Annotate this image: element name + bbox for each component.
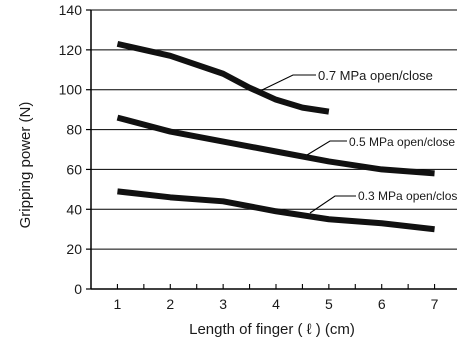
y-tick-label-40: 40 <box>66 201 82 217</box>
series-lines <box>116 40 435 233</box>
series-label-2: 0.3 MPa open/close <box>358 189 457 203</box>
series-label-1: 0.5 MPa open/close <box>349 135 455 149</box>
y-tick-label-100: 100 <box>59 82 83 98</box>
tick-labels: 0 20 40 60 80 100 120 140 1 2 3 4 5 6 7 <box>59 2 439 312</box>
y-tick-label-80: 80 <box>66 122 82 138</box>
series-leader-0 <box>261 74 316 91</box>
series-leader-1 <box>306 140 347 156</box>
x-axis-title: Length of finger ( ℓ ) (cm) <box>189 321 355 338</box>
series-leader-2 <box>309 195 356 214</box>
series-label-0: 0.7 MPa open/close <box>318 68 433 83</box>
y-tick-label-140: 140 <box>59 2 83 18</box>
series-annotations: 0.7 MPa open/close 0.5 MPa open/close 0.3 … <box>261 68 457 214</box>
series-line-2 <box>117 188 435 233</box>
series-line-1 <box>116 114 435 177</box>
y-tick-label-60: 60 <box>66 161 82 177</box>
x-tick-label-1: 1 <box>114 296 122 312</box>
x-tick-label-7: 7 <box>431 296 439 312</box>
axes <box>86 9 457 290</box>
y-tick-label-0: 0 <box>74 281 82 297</box>
x-tick-label-4: 4 <box>272 296 280 312</box>
x-tick-label-5: 5 <box>325 296 333 312</box>
x-tick-label-6: 6 <box>378 296 386 312</box>
x-tick-label-3: 3 <box>219 296 227 312</box>
series-line-0 <box>116 40 330 115</box>
y-tick-label-20: 20 <box>66 241 82 257</box>
x-tick-label-2: 2 <box>166 296 174 312</box>
y-tick-label-120: 120 <box>59 42 83 58</box>
y-axis-title: Gripping power (N) <box>17 102 34 229</box>
